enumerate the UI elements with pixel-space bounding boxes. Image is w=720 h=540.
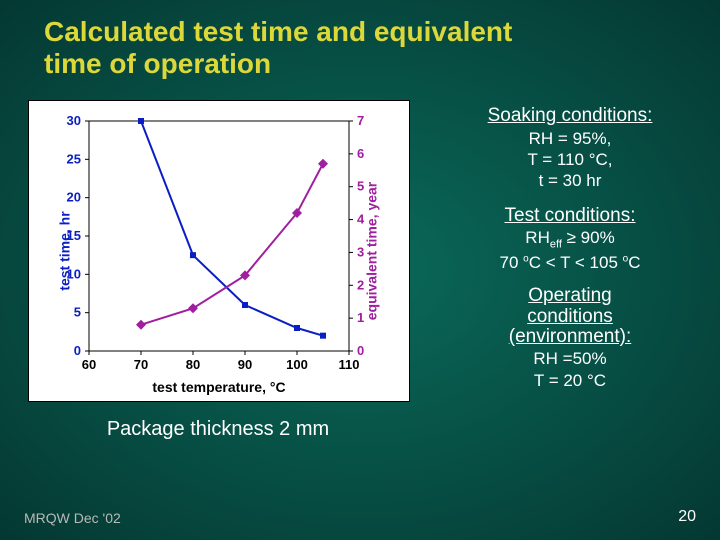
svg-text:100: 100 (286, 357, 308, 372)
chart-svg: 6070809010011005101520253001234567 (29, 101, 409, 401)
svg-text:7: 7 (357, 113, 364, 128)
operating-block: Operating conditions (environment): RH =… (440, 286, 700, 391)
operating-line-1: RH =50% (440, 348, 700, 369)
title-line-2: time of operation (44, 48, 271, 79)
test-line-2: 70 oC < T < 105 oC (440, 252, 700, 273)
svg-text:60: 60 (82, 357, 96, 372)
test-line-1: RHeff ≥ 90% (440, 227, 700, 252)
svg-text:25: 25 (67, 151, 81, 166)
svg-text:0: 0 (74, 343, 81, 358)
footer-right: 20 (678, 508, 696, 526)
x-axis-label: test temperature, °C (29, 379, 409, 395)
test-block: Test conditions: RHeff ≥ 90% 70 oC < T <… (440, 204, 700, 274)
svg-text:0: 0 (357, 343, 364, 358)
test-heading: Test conditions: (440, 204, 700, 228)
svg-text:80: 80 (186, 357, 200, 372)
chart-caption: Package thickness 2 mm (28, 418, 408, 441)
page-title: Calculated test time and equivalent time… (0, 0, 584, 80)
svg-text:6: 6 (357, 146, 364, 161)
svg-text:30: 30 (67, 113, 81, 128)
soaking-line-1: RH = 95%, (440, 128, 700, 149)
y-left-label: test time, hr (57, 211, 73, 290)
soaking-heading: Soaking conditions: (440, 104, 700, 128)
footer-left: MRQW Dec '02 (24, 510, 121, 526)
soaking-block: Soaking conditions: RH = 95%, T = 110 °C… (440, 104, 700, 192)
soaking-line-3: t = 30 hr (440, 170, 700, 191)
info-panel: Soaking conditions: RH = 95%, T = 110 °C… (440, 104, 700, 403)
soaking-line-2: T = 110 °C, (440, 149, 700, 170)
svg-text:90: 90 (238, 357, 252, 372)
title-line-1: Calculated test time and equivalent (44, 16, 512, 47)
chart-container: test time, hr equivalent time, year test… (28, 100, 410, 402)
operating-heading: Operating conditions (environment): (440, 286, 700, 349)
operating-line-2: T = 20 °C (440, 370, 700, 391)
svg-text:20: 20 (67, 190, 81, 205)
svg-text:70: 70 (134, 357, 148, 372)
y-right-label: equivalent time, year (364, 182, 380, 321)
svg-text:5: 5 (74, 305, 81, 320)
svg-text:110: 110 (339, 357, 360, 372)
